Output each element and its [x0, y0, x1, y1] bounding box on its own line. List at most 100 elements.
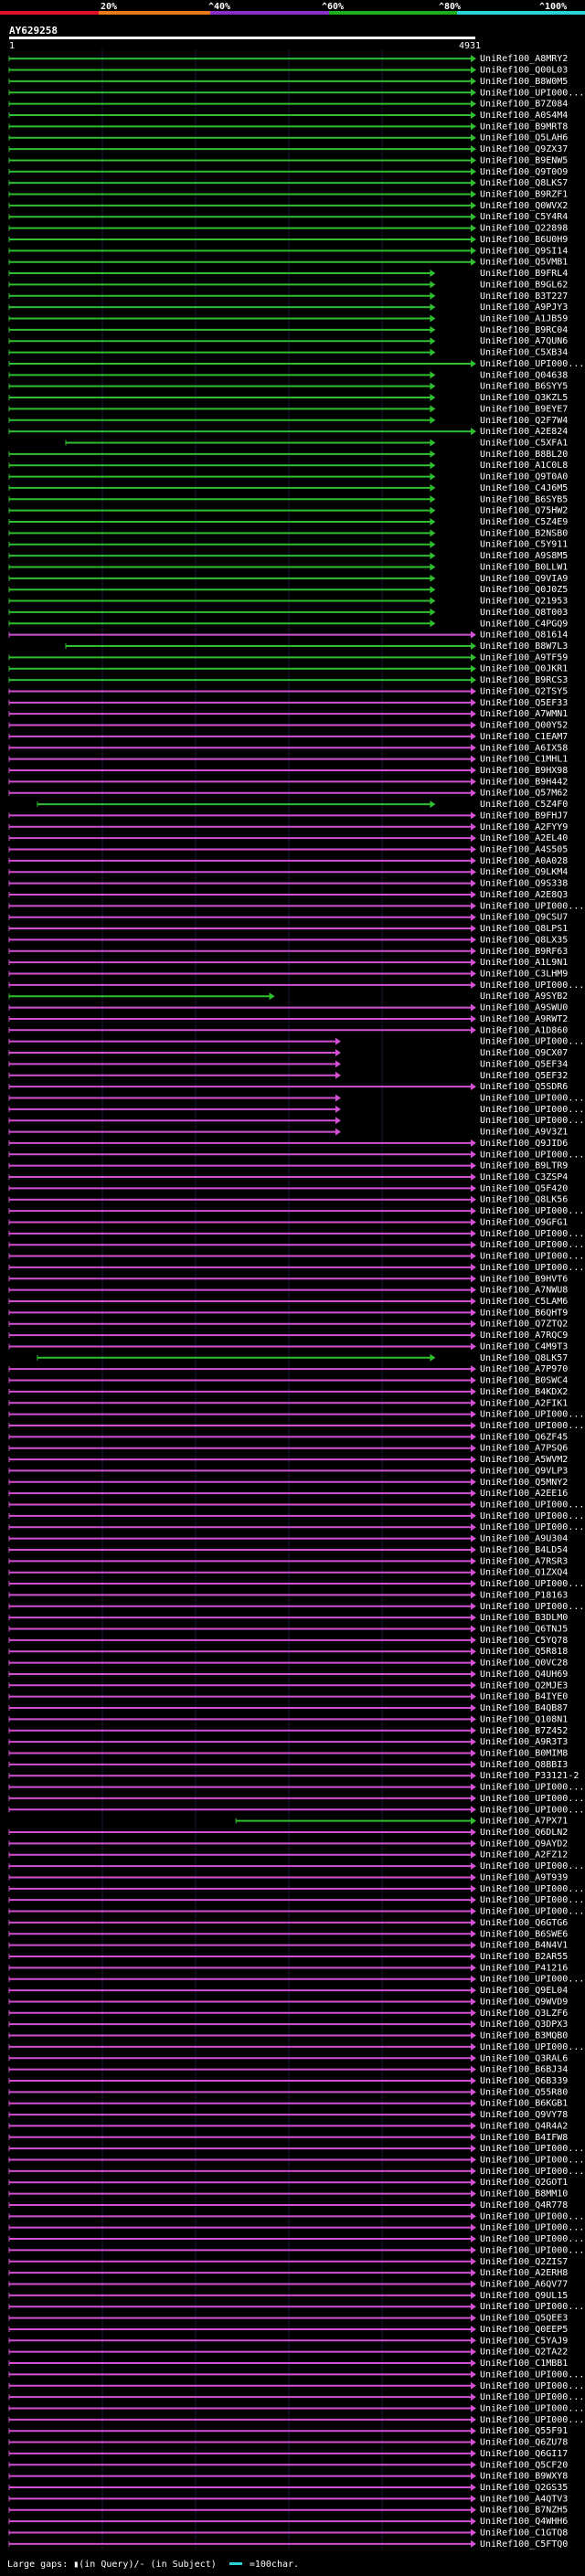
hit-label[interactable]: UniRef100_B4N4V1: [480, 1941, 568, 1951]
hit-label[interactable]: UniRef100_C5Z4E9: [480, 517, 568, 527]
hit-label[interactable]: UniRef100_C5Y911: [480, 540, 568, 550]
hit-label[interactable]: UniRef100_A2ERH8: [480, 2268, 568, 2278]
hit-label[interactable]: UniRef100_UPI000...: [480, 2211, 584, 2221]
hit-label[interactable]: UniRef100_B9EYE7: [480, 404, 568, 414]
hit-label[interactable]: UniRef100_B9H442: [480, 777, 568, 787]
hit-label[interactable]: UniRef100_A1JB59: [480, 314, 568, 324]
hit-label[interactable]: UniRef100_Q6B339: [480, 2076, 568, 2086]
hit-label[interactable]: UniRef100_UPI000...: [480, 1116, 584, 1126]
hit-label[interactable]: UniRef100_UPI000...: [480, 2167, 584, 2177]
hit-label[interactable]: UniRef100_A9R3T3: [480, 1737, 568, 1747]
hit-label[interactable]: UniRef100_UPI000...: [480, 901, 584, 911]
hit-label[interactable]: UniRef100_UPI000...: [480, 1783, 584, 1793]
hit-label[interactable]: UniRef100_Q4UH69: [480, 1670, 568, 1680]
hit-label[interactable]: UniRef100_Q2MJE3: [480, 1680, 568, 1691]
hit-label[interactable]: UniRef100_Q00Y52: [480, 721, 568, 731]
hit-label[interactable]: UniRef100_Q5EF33: [480, 698, 568, 708]
hit-label[interactable]: UniRef100_Q55F91: [480, 2426, 568, 2436]
hit-label[interactable]: UniRef100_Q0WVX2: [480, 201, 568, 211]
hit-label[interactable]: UniRef100_Q5SDR6: [480, 1082, 568, 1092]
hit-label[interactable]: UniRef100_Q00L03: [480, 66, 568, 76]
hit-label[interactable]: UniRef100_Q5LAH6: [480, 133, 568, 143]
hit-label[interactable]: UniRef100_C5LAM6: [480, 1297, 568, 1307]
hit-label[interactable]: UniRef100_Q9AYD2: [480, 1839, 568, 1849]
hit-label[interactable]: UniRef100_Q9S338: [480, 879, 568, 889]
hit-label[interactable]: UniRef100_UPI000...: [480, 2245, 584, 2255]
hit-label[interactable]: UniRef100_UPI000...: [480, 1206, 584, 1216]
hit-label[interactable]: UniRef100_A1C0L8: [480, 461, 568, 471]
hit-label[interactable]: UniRef100_B9WXY8: [480, 2472, 568, 2482]
hit-label[interactable]: UniRef100_A7PX71: [480, 1817, 568, 1827]
hit-label[interactable]: UniRef100_Q9SI14: [480, 246, 568, 256]
hit-label[interactable]: UniRef100_Q5CF20: [480, 2460, 568, 2470]
hit-label[interactable]: UniRef100_B9RCS3: [480, 675, 568, 685]
hit-label[interactable]: UniRef100_B7NZH5: [480, 2506, 568, 2516]
hit-label[interactable]: UniRef100_UPI000...: [480, 2156, 584, 2166]
hit-label[interactable]: UniRef100_UPI000...: [480, 2403, 584, 2413]
hit-label[interactable]: UniRef100_A9T939: [480, 1872, 568, 1882]
hit-label[interactable]: UniRef100_A7P970: [480, 1364, 568, 1374]
hit-label[interactable]: UniRef100_UPI000...: [480, 1794, 584, 1804]
hit-label[interactable]: UniRef100_Q8LK56: [480, 1195, 568, 1205]
hit-label[interactable]: UniRef100_Q2TSY5: [480, 686, 568, 696]
hit-label[interactable]: UniRef100_B4IYE0: [480, 1692, 568, 1702]
hit-label[interactable]: UniRef100_Q7ZTQ2: [480, 1320, 568, 1330]
hit-label[interactable]: UniRef100_B6SWE6: [480, 1929, 568, 1939]
hit-label[interactable]: UniRef100_Q9EL04: [480, 1986, 568, 1996]
hit-label[interactable]: UniRef100_A0S4M4: [480, 111, 568, 121]
hit-label[interactable]: UniRef100_Q5QEE3: [480, 2314, 568, 2324]
hit-label[interactable]: UniRef100_Q9GFG1: [480, 1217, 568, 1227]
hit-label[interactable]: UniRef100_A9SWU0: [480, 1003, 568, 1013]
hit-label[interactable]: UniRef100_Q1ZXQ4: [480, 1568, 568, 1578]
hit-label[interactable]: UniRef100_UPI000...: [480, 1252, 584, 1262]
hit-label[interactable]: UniRef100_Q0EEP5: [480, 2325, 568, 2335]
hit-label[interactable]: UniRef100_UPI000...: [480, 88, 584, 98]
hit-label[interactable]: UniRef100_Q2TA22: [480, 2348, 568, 2358]
hit-label[interactable]: UniRef100_B4QB87: [480, 1703, 568, 1713]
hit-label[interactable]: UniRef100_Q9LKM4: [480, 867, 568, 877]
hit-label[interactable]: UniRef100_Q2GOT1: [480, 2178, 568, 2188]
hit-label[interactable]: UniRef100_Q9WVD9: [480, 1997, 568, 2007]
hit-label[interactable]: UniRef100_A6QV77: [480, 2279, 568, 2289]
hit-label[interactable]: UniRef100_Q3LZF6: [480, 2009, 568, 2019]
hit-label[interactable]: UniRef100_Q5R818: [480, 1647, 568, 1657]
hit-label[interactable]: UniRef100_B6KGB1: [480, 2099, 568, 2109]
hit-label[interactable]: UniRef100_C3LHM9: [480, 970, 568, 980]
hit-label[interactable]: UniRef100_A9S8M5: [480, 551, 568, 561]
hit-label[interactable]: UniRef100_A9TF59: [480, 652, 568, 663]
hit-label[interactable]: UniRef100_UPI000...: [480, 2234, 584, 2244]
hit-label[interactable]: UniRef100_C5YQ78: [480, 1636, 568, 1646]
hit-label[interactable]: UniRef100_Q8LPS1: [480, 924, 568, 934]
hit-label[interactable]: UniRef100_A8MRY2: [480, 54, 568, 64]
hit-label[interactable]: UniRef100_C5Y4R4: [480, 212, 568, 222]
hit-label[interactable]: UniRef100_Q2GS35: [480, 2483, 568, 2493]
hit-label[interactable]: UniRef100_B4IFW8: [480, 2133, 568, 2143]
hit-label[interactable]: UniRef100_A2FIK1: [480, 1398, 568, 1408]
hit-label[interactable]: UniRef100_B6QHT9: [480, 1308, 568, 1318]
hit-label[interactable]: UniRef100_UPI000...: [480, 1805, 584, 1815]
hit-label[interactable]: UniRef100_UPI000...: [480, 2381, 584, 2391]
hit-label[interactable]: UniRef100_Q9CSU7: [480, 913, 568, 923]
hit-label[interactable]: UniRef100_Q9JID6: [480, 1139, 568, 1149]
hit-label[interactable]: UniRef100_UPI000...: [480, 1229, 584, 1239]
hit-label[interactable]: UniRef100_B4LD54: [480, 1545, 568, 1555]
hit-label[interactable]: UniRef100_A2E824: [480, 427, 568, 437]
hit-label[interactable]: UniRef100_Q8LKS7: [480, 178, 568, 188]
hit-label[interactable]: UniRef100_A9V3Z1: [480, 1128, 568, 1138]
hit-label[interactable]: UniRef100_Q3KZL5: [480, 393, 568, 403]
hit-label[interactable]: UniRef100_C5YAJ9: [480, 2336, 568, 2346]
hit-label[interactable]: UniRef100_B6U0H9: [480, 235, 568, 245]
hit-label[interactable]: UniRef100_A9U304: [480, 1534, 568, 1544]
hit-label[interactable]: UniRef100_Q75HW2: [480, 506, 568, 516]
hit-label[interactable]: UniRef100_Q9UL15: [480, 2291, 568, 2301]
hit-label[interactable]: UniRef100_A2EE16: [480, 1489, 568, 1499]
hit-label[interactable]: UniRef100_UPI000...: [480, 1602, 584, 1612]
hit-label[interactable]: UniRef100_UPI000...: [480, 1105, 584, 1115]
hit-label[interactable]: UniRef100_Q3DPX3: [480, 2019, 568, 2030]
hit-label[interactable]: UniRef100_Q9VY78: [480, 2110, 568, 2120]
hit-label[interactable]: UniRef100_B8MM10: [480, 2189, 568, 2200]
hit-label[interactable]: UniRef100_Q2ZIS7: [480, 2257, 568, 2267]
hit-label[interactable]: UniRef100_C4PGQ9: [480, 619, 568, 629]
hit-label[interactable]: UniRef100_A4QTV3: [480, 2494, 568, 2504]
hit-label[interactable]: UniRef100_Q0JKR1: [480, 664, 568, 674]
